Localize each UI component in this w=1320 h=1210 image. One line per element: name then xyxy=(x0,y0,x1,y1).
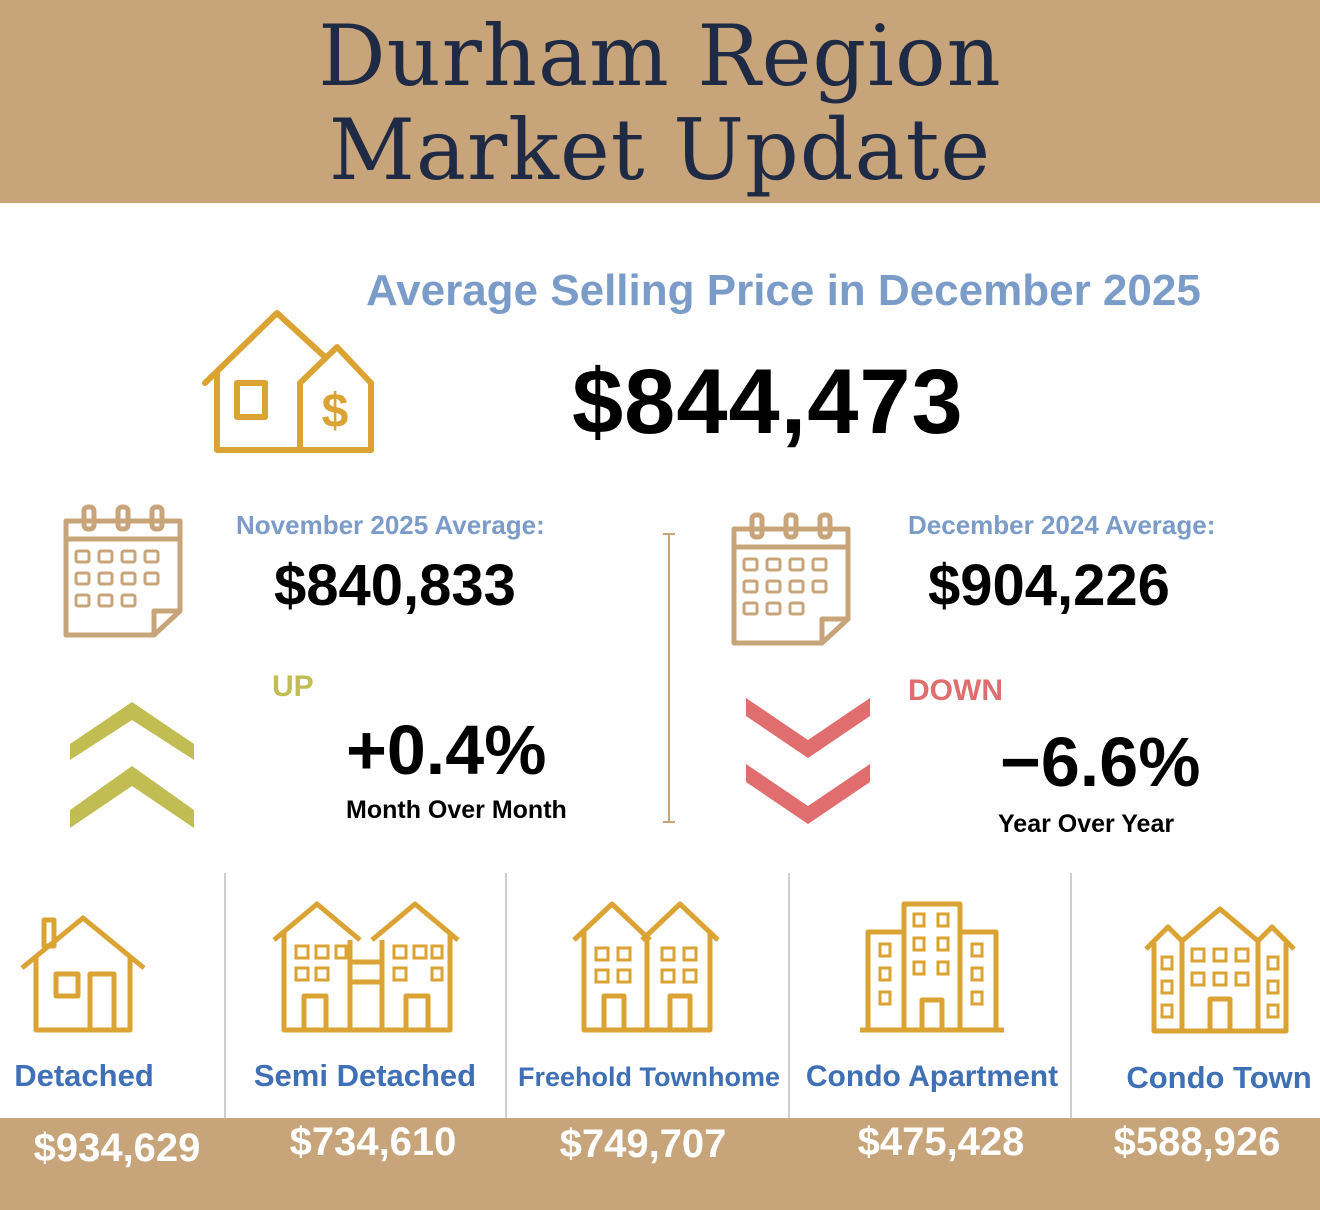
column-divider xyxy=(788,873,790,1118)
condo-town-price: $588,926 xyxy=(1113,1120,1281,1164)
divider-cap-top xyxy=(663,533,675,535)
title-line-1: Durham Region xyxy=(318,7,1002,105)
semi-detached-icon xyxy=(272,901,460,1033)
condo-apartment-icon xyxy=(860,901,1004,1033)
divider-cap-bottom xyxy=(663,821,675,823)
column-divider xyxy=(224,873,226,1118)
average-label: Average Selling Price in December 2025 xyxy=(366,266,1201,315)
down-label: DOWN xyxy=(908,674,1003,707)
month-caption: Month Over Month xyxy=(346,796,567,824)
condo-apartment-price: $475,428 xyxy=(857,1120,1025,1164)
svg-text:$: $ xyxy=(322,385,349,438)
freehold-townhome-label: Freehold Townhome xyxy=(518,1062,780,1092)
freehold-townhome-price: $749,707 xyxy=(559,1122,727,1166)
detached-house-icon xyxy=(20,915,146,1033)
detached-label: Detached xyxy=(14,1058,154,1093)
semi-detached-price: $734,610 xyxy=(289,1120,457,1164)
november-price: $840,833 xyxy=(274,553,516,618)
header-banner xyxy=(0,0,1320,203)
column-divider xyxy=(1070,873,1072,1118)
down-chevrons-icon xyxy=(746,698,870,824)
year-change: −6.6% xyxy=(1000,723,1201,801)
condo-apartment-label: Condo Apartment xyxy=(805,1060,1059,1093)
title-line-2: Market Update xyxy=(328,101,992,199)
house-dollar-icon: $ xyxy=(202,310,374,453)
townhome-icon xyxy=(572,901,720,1033)
november-label: November 2025 Average: xyxy=(236,510,545,540)
up-label: UP xyxy=(272,670,314,703)
month-change: +0.4% xyxy=(346,711,547,789)
semi-detached-label: Semi Detached xyxy=(253,1058,477,1093)
price-banner xyxy=(0,1118,1320,1210)
condo-town-label: Condo Town xyxy=(1126,1060,1312,1095)
average-price: $844,473 xyxy=(572,351,964,453)
calendar-icon xyxy=(63,504,183,638)
detached-price: $934,629 xyxy=(33,1126,201,1170)
december-2024-label: December 2024 Average: xyxy=(908,510,1216,540)
year-caption: Year Over Year xyxy=(998,810,1175,838)
up-chevrons-icon xyxy=(70,702,194,828)
condo-town-icon xyxy=(1144,906,1296,1034)
december-2024-price: $904,226 xyxy=(928,553,1170,618)
calendar-icon xyxy=(731,512,851,646)
column-divider xyxy=(505,873,507,1118)
center-divider xyxy=(668,533,670,823)
